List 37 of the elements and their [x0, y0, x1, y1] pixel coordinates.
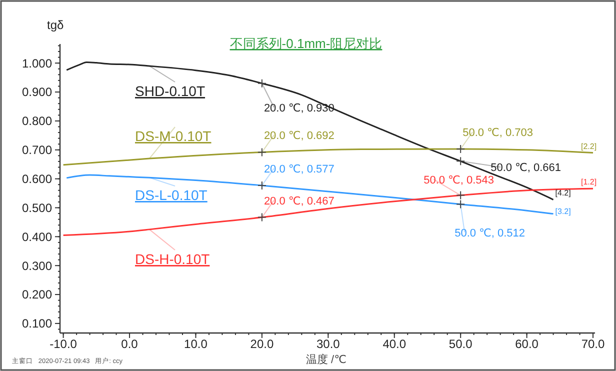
annotation: 50.0 ℃, 0.703	[462, 127, 534, 140]
y-tick-label: 0.100	[22, 316, 52, 331]
y-axis-title: tgδ	[47, 18, 64, 32]
y-tick-label: 1.000	[22, 56, 52, 70]
x-tick-label: -10.0	[50, 337, 78, 351]
y-tick-label: 0.300	[22, 258, 52, 273]
y-tick-label: 0.800	[22, 114, 52, 128]
y-tick-label: 0.500	[22, 200, 52, 215]
annotation: [3.2]	[555, 206, 571, 216]
x-tick-label: 40.0	[382, 337, 406, 351]
legend-label: DS-L-0.10T	[135, 187, 208, 203]
x-tick-label: 60.0	[515, 337, 539, 351]
y-tick-label: 0.600	[22, 172, 52, 186]
y-tick-label: 0.400	[22, 230, 52, 244]
annotation: [1.2]	[581, 178, 597, 187]
x-axis-title: 温度 /℃	[306, 353, 346, 366]
x-tick-label: 50.0	[448, 337, 473, 351]
annotation: 50.0 ℃, 0.661	[490, 162, 562, 174]
annotation: 50.0 ℃, 0.543	[424, 174, 494, 186]
annotation: [2.2]	[581, 142, 597, 151]
series-label: DS-M-0.10T	[135, 128, 212, 144]
annotation: [4.2]	[555, 188, 571, 198]
x-tick-label: 30.0	[316, 337, 340, 351]
x-tick-label: 0.0	[121, 337, 138, 351]
legend-label: SHD-0.10T	[135, 83, 206, 99]
x-tick-label: 70.0	[581, 337, 606, 351]
y-tick-label: 0.200	[22, 288, 52, 302]
annotation: 20.0 ℃, 0.467	[264, 195, 334, 208]
x-tick-label: 10.0	[184, 337, 208, 351]
x-tick-label: 20.0	[250, 337, 274, 351]
chart-title: 不同系列-0.1mm-阻尼对比	[230, 36, 382, 51]
y-tick-label: 0.900	[22, 85, 52, 100]
annotation: 20.0 ℃, 0.577	[264, 163, 334, 176]
annotation: 50.0 ℃, 0.512	[454, 227, 526, 240]
annotation: 20.0 ℃, 0.692	[264, 130, 334, 142]
legend-label: DS-H-0.10T	[135, 251, 210, 267]
y-tick-label: 0.700	[22, 143, 52, 158]
